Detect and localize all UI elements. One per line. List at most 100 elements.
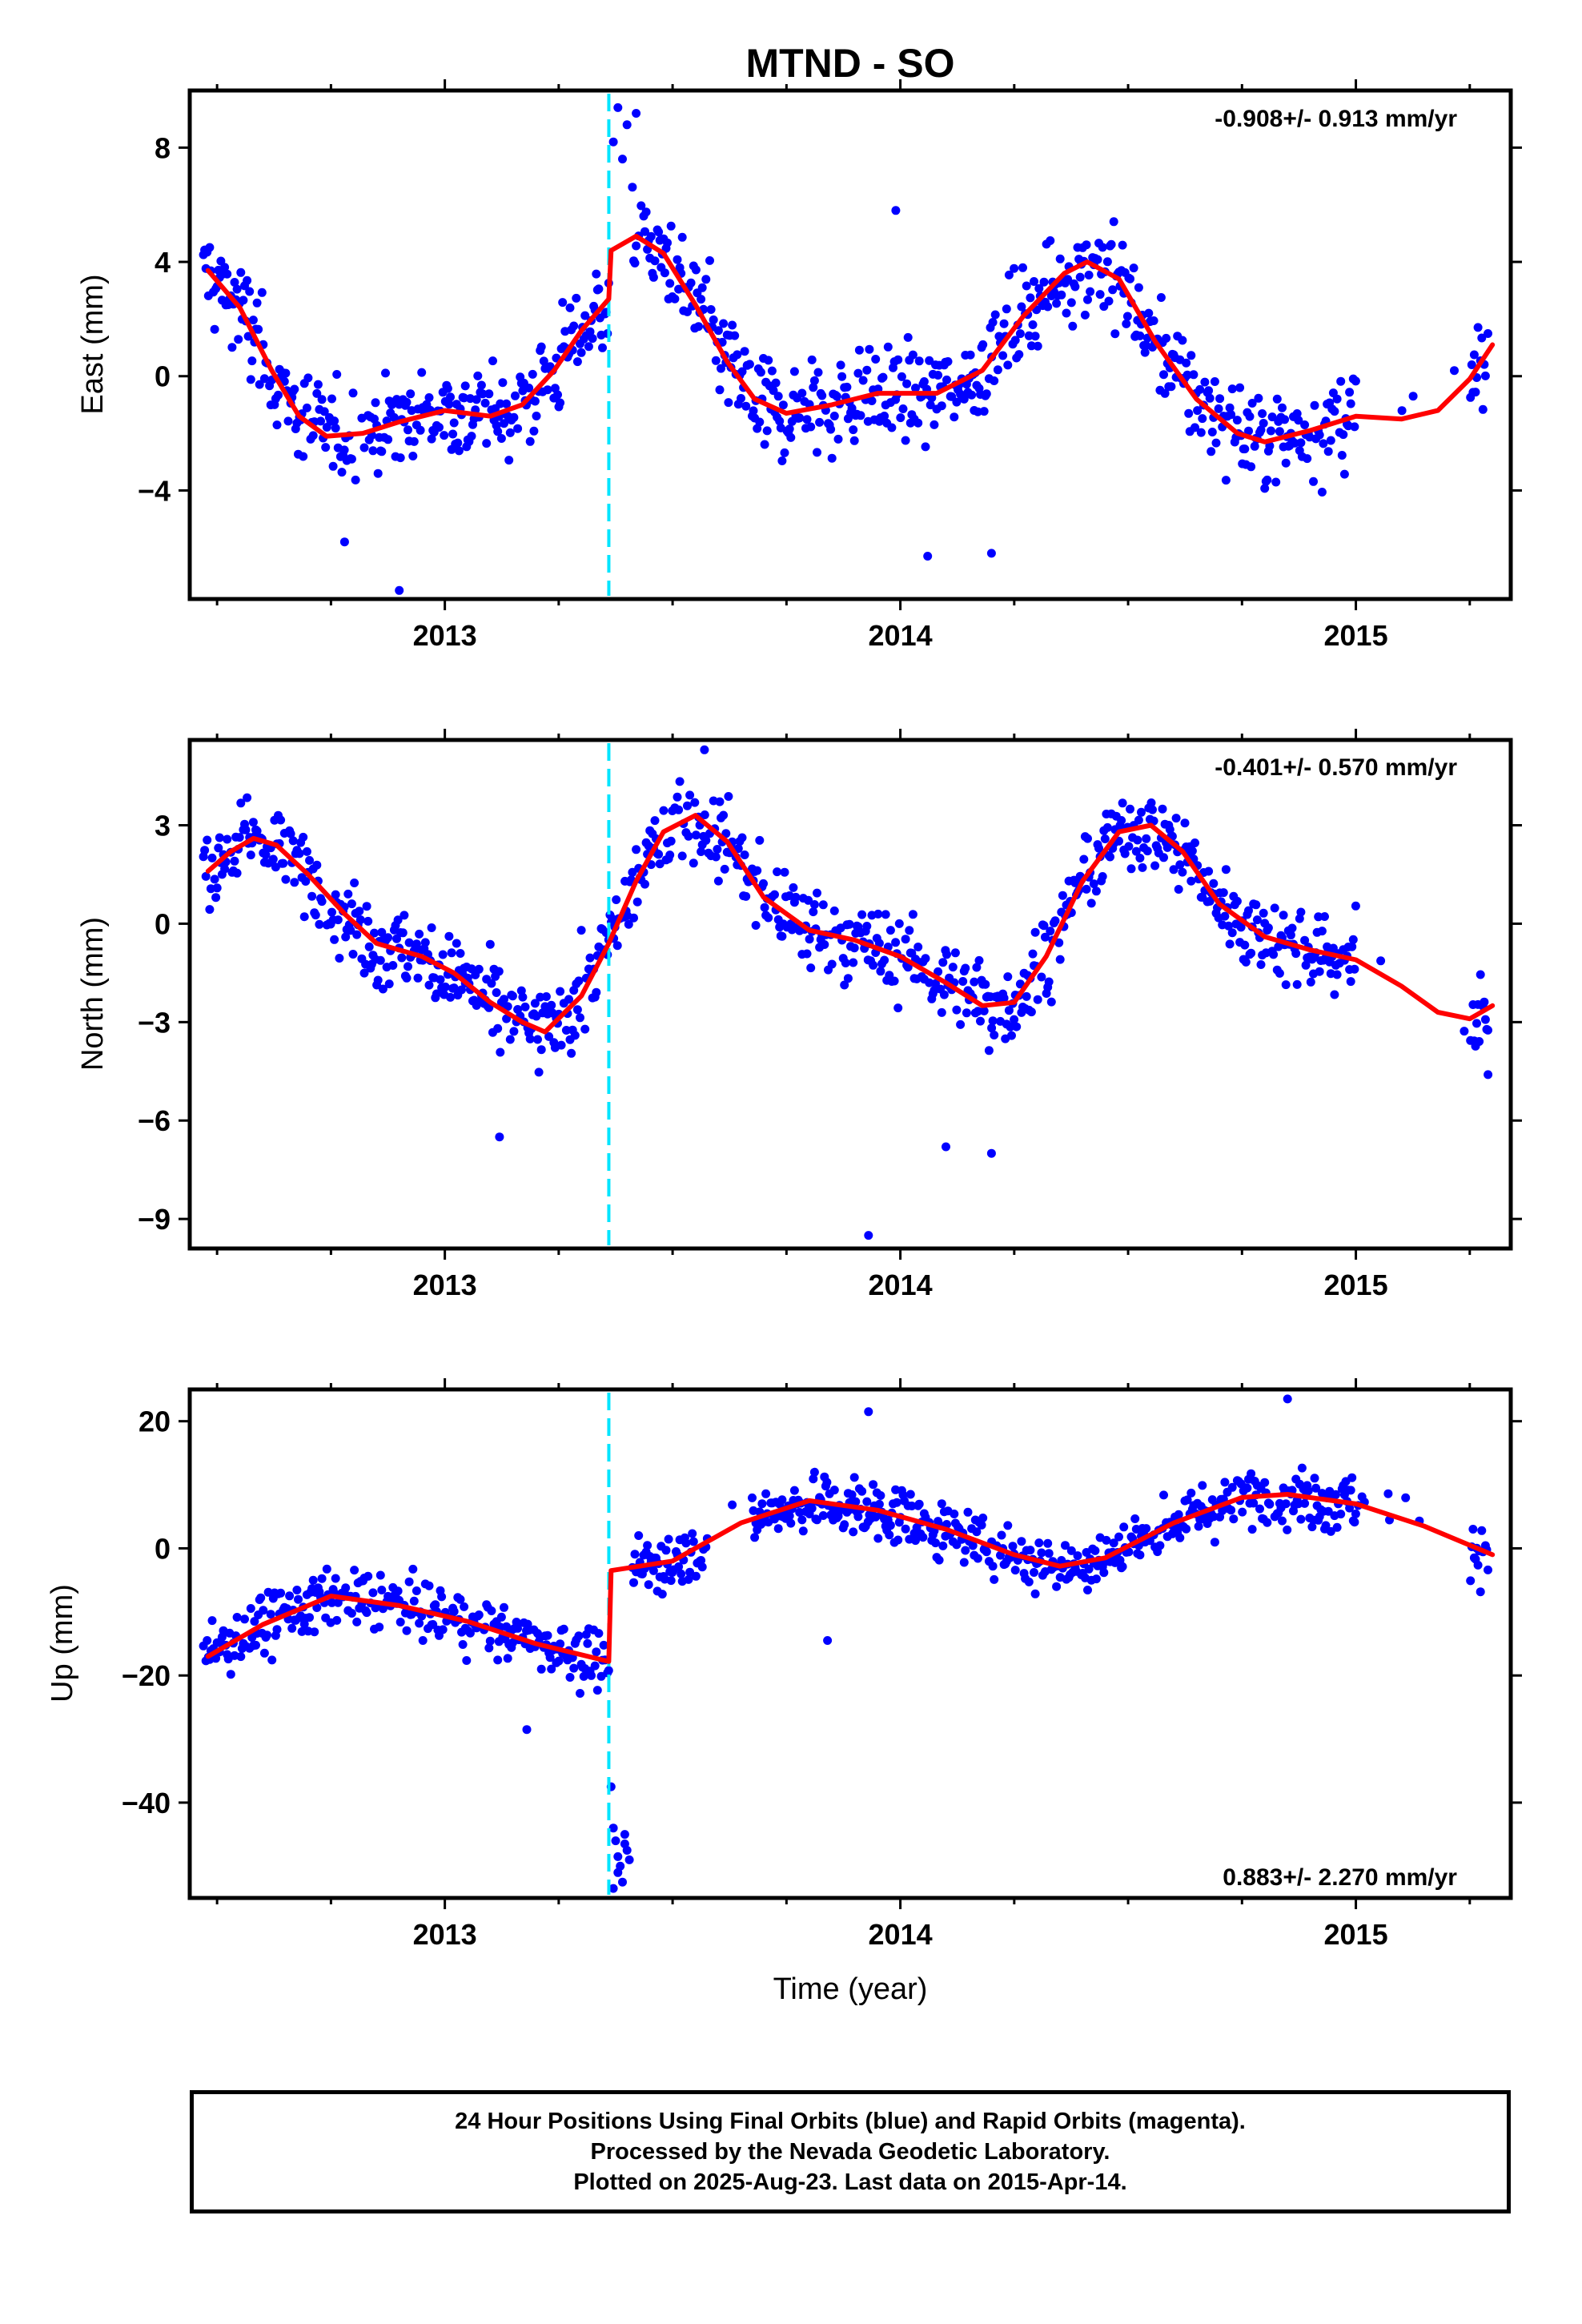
data-point [1473, 1560, 1483, 1570]
data-point [285, 1591, 295, 1601]
data-point [908, 910, 917, 919]
data-point [643, 1541, 652, 1550]
data-point [335, 954, 344, 963]
data-point [1159, 370, 1168, 380]
data-point [267, 1655, 277, 1665]
data-point [529, 426, 539, 436]
data-point [1259, 908, 1268, 918]
data-point [210, 324, 219, 334]
y-tick-label: 4 [155, 246, 171, 279]
data-point [998, 351, 1008, 360]
data-point [659, 806, 669, 815]
data-point [1484, 1025, 1492, 1035]
y-axis-label-up: Up (mm) [46, 1584, 79, 1703]
data-point [1225, 939, 1235, 949]
data-point [333, 1598, 343, 1607]
data-point [327, 394, 336, 404]
data-point [440, 982, 450, 991]
data-point [842, 382, 852, 392]
panel-north: North (mm) -0.401+/- 0.570 mm/yr 2013 201… [76, 729, 1522, 1301]
data-point [564, 995, 573, 1004]
data-point [328, 461, 338, 471]
data-point [663, 238, 672, 247]
data-point [1224, 921, 1233, 931]
data-point [223, 834, 232, 844]
data-point [862, 365, 872, 375]
data-point-outlier [620, 1839, 629, 1848]
rate-label-up: 0.883+/- 2.270 mm/yr [1223, 1864, 1457, 1891]
data-point [1162, 842, 1172, 852]
data-point [777, 931, 787, 941]
data-point [797, 1515, 807, 1525]
data-point [449, 983, 459, 993]
data-point [343, 889, 353, 899]
data-point [1337, 451, 1347, 460]
data-point [858, 376, 868, 385]
data-point [1110, 329, 1120, 339]
data-point [1346, 977, 1355, 987]
data-point [733, 844, 743, 854]
data-point [908, 350, 917, 360]
data-point [447, 948, 456, 958]
data-point [771, 378, 781, 388]
data-point [1330, 990, 1339, 999]
data-point [1195, 384, 1205, 394]
data-point [697, 1556, 706, 1565]
data-point [1339, 469, 1349, 479]
data-point [673, 255, 682, 264]
data-point [1126, 804, 1134, 814]
data-point [829, 1486, 839, 1495]
data-point [437, 1592, 447, 1602]
data-point [1472, 1019, 1481, 1028]
data-point [1093, 255, 1102, 264]
data-point-outlier [942, 1142, 950, 1152]
data-point [1211, 438, 1221, 448]
data-point [968, 1541, 978, 1550]
data-point [493, 1655, 503, 1665]
data-point [1063, 275, 1073, 284]
data-point [1332, 394, 1342, 404]
data-point [1296, 1514, 1306, 1524]
data-point-outlier [986, 549, 996, 558]
data-point [907, 1502, 917, 1510]
data-point [1144, 308, 1154, 318]
data-point [331, 424, 340, 433]
data-point [1279, 911, 1288, 920]
data-point [240, 1614, 249, 1624]
data-point [1484, 1565, 1492, 1574]
data-point [686, 278, 696, 287]
data-point [1287, 923, 1297, 933]
data-point [1294, 1499, 1303, 1509]
data-point [1345, 1503, 1355, 1513]
data-point [276, 815, 286, 825]
data-point [632, 241, 641, 251]
data-point-outlier [608, 137, 618, 147]
data-point [1200, 377, 1210, 387]
data-point [478, 389, 488, 399]
data-point [1007, 1031, 1016, 1040]
data-point [624, 919, 633, 929]
data-point [456, 949, 465, 958]
y-tick-label: −40 [122, 1787, 171, 1819]
data-point [458, 1640, 468, 1649]
data-point [843, 974, 853, 983]
data-point [1054, 938, 1064, 947]
data-point [764, 913, 773, 923]
data-point [1187, 846, 1197, 856]
data-point [885, 1530, 894, 1540]
data-point [775, 416, 785, 426]
data-point [388, 961, 398, 970]
data-point [1122, 312, 1132, 321]
data-point [688, 1529, 697, 1538]
data-point [1055, 254, 1065, 263]
data-point [657, 1590, 667, 1599]
data-point [203, 835, 212, 845]
data-point [352, 930, 362, 939]
data-point [1037, 972, 1046, 982]
data-point [554, 1656, 564, 1666]
data-point [350, 1566, 359, 1575]
data-point [713, 326, 723, 336]
data-point [484, 389, 494, 399]
data-point [487, 979, 496, 988]
data-point [1376, 956, 1386, 966]
